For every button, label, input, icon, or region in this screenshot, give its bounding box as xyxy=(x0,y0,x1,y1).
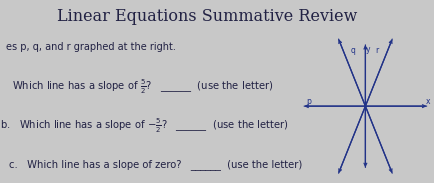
Text: x: x xyxy=(425,97,429,106)
Text: c.   Which line has a slope of zero?   ______  (use the letter): c. Which line has a slope of zero? _____… xyxy=(9,159,302,170)
Text: y: y xyxy=(365,45,370,54)
Text: b.   Which line has a slope of $-\frac{5}{2}$?   ______  (use the letter): b. Which line has a slope of $-\frac{5}{… xyxy=(0,117,288,135)
Text: p: p xyxy=(305,97,310,106)
Text: q: q xyxy=(350,46,355,55)
Text: es p, q, and r graphed at the right.: es p, q, and r graphed at the right. xyxy=(6,42,175,52)
Text: r: r xyxy=(375,46,378,55)
Text: Linear Equations Summative Review: Linear Equations Summative Review xyxy=(56,8,356,25)
Text: Which line has a slope of $\frac{5}{2}$?   ______  (use the letter): Which line has a slope of $\frac{5}{2}$?… xyxy=(12,78,273,96)
